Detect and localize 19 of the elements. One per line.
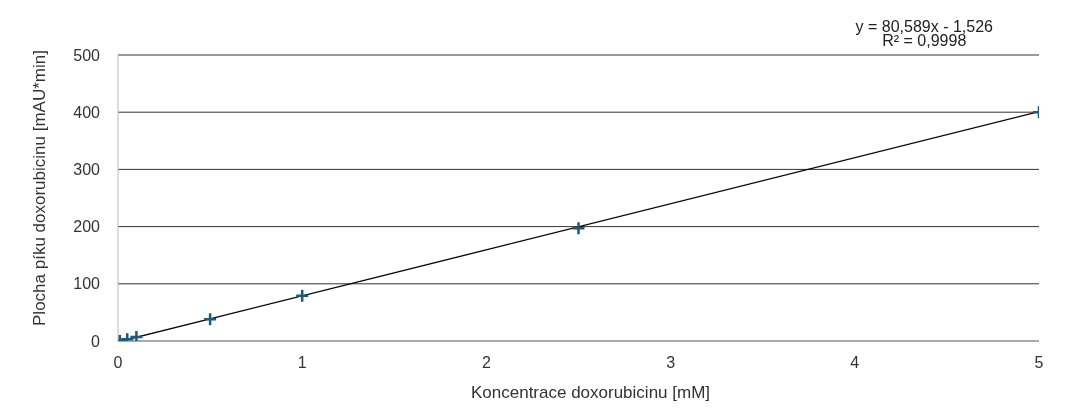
y-axis-title: Plocha píku doxorubicinu [mAU*min]	[30, 49, 50, 328]
y-tick-label: 0	[91, 332, 101, 350]
y-tick-label: 400	[73, 103, 101, 121]
y-tick-label: 200	[73, 218, 101, 236]
x-tick-label: 0	[113, 354, 123, 372]
point	[571, 221, 586, 236]
y-tick-label: 500	[73, 46, 101, 64]
x-tick-label: 3	[666, 354, 676, 372]
y-tick-label: 100	[73, 275, 101, 293]
x-tick-label: 1	[297, 354, 307, 372]
x-tick-label: 4	[850, 354, 860, 372]
x-tick-label: 5	[1034, 354, 1044, 372]
point	[129, 329, 144, 341]
point	[202, 312, 218, 327]
x-tick-label: 2	[481, 354, 491, 372]
x-axis-title: Koncentrace doxorubicinu [mM]	[469, 383, 712, 403]
y-tick-label: 300	[73, 161, 101, 179]
text: y = 80,589x - 1,526	[855, 18, 993, 35]
point	[294, 288, 310, 304]
